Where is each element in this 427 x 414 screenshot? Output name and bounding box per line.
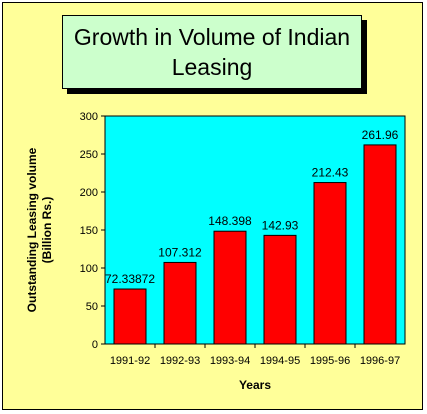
x-tick-label: 1992-93 [160, 355, 200, 367]
bars-layer [113, 144, 397, 345]
data-label: 142.93 [262, 218, 299, 232]
y-tick-label: 0 [92, 339, 98, 351]
y-tick-label: 200 [80, 187, 98, 199]
bar [113, 288, 147, 345]
bar [213, 230, 247, 345]
y-tick-label: 300 [80, 111, 98, 123]
bar [313, 182, 347, 345]
ticks-layer: 0 50 100 150 200 250 300 1991-92 1992-93 1993-94 1… [80, 111, 401, 367]
plot-area [104, 115, 406, 345]
x-tick-label: 1996-97 [360, 355, 400, 367]
data-label: 261.96 [362, 128, 399, 142]
y-axis-title-line-1: Outstanding Leasing volume [25, 147, 39, 312]
y-tick-label: 150 [80, 225, 98, 237]
y-tick-label: 50 [86, 301, 98, 313]
x-tick-label: 1993-94 [210, 355, 250, 367]
chart-title-line-2: Leasing [171, 54, 253, 80]
y-tick-label: 100 [80, 263, 98, 275]
data-label: 107.312 [158, 245, 202, 259]
bar [163, 261, 197, 345]
bar [263, 234, 297, 345]
x-tick-label: 1994-95 [260, 355, 300, 367]
data-label: 148.398 [208, 214, 252, 228]
chart-title-line-1: Growth in Volume of Indian [73, 24, 351, 50]
data-label: 212.43 [312, 166, 349, 180]
x-tick-label: 1995-96 [310, 355, 350, 367]
x-tick-label: 1991-92 [110, 355, 150, 367]
y-tick-label: 250 [80, 149, 98, 161]
chart-title-box: Growth in Volume of Indian Leasing [62, 15, 362, 89]
bar [363, 144, 397, 345]
x-axis-title: Years [239, 378, 271, 392]
data-label: 72.33872 [105, 272, 155, 286]
y-axis-title-line-2: (Billion Rs.) [40, 197, 54, 264]
